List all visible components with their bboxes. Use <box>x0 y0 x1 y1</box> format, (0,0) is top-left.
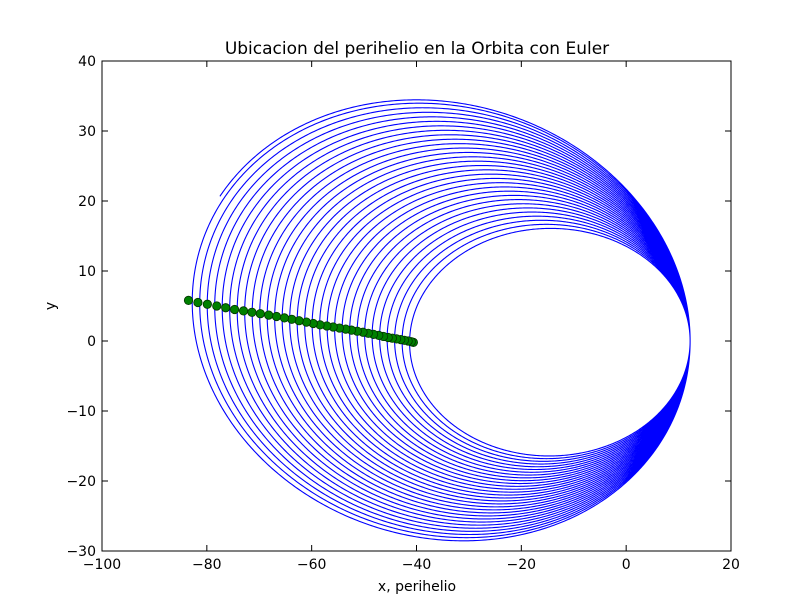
perihelion-point <box>202 299 212 309</box>
perihelion-point <box>264 310 274 320</box>
y-tick-label: −20 <box>66 474 96 490</box>
x-tick-label: −80 <box>192 557 222 573</box>
y-tick-label: 0 <box>87 334 96 350</box>
x-tick-label: 0 <box>622 557 631 573</box>
x-tick-label: 20 <box>722 557 740 573</box>
perihelion-point <box>193 297 203 308</box>
x-tick-label: −100 <box>83 557 121 573</box>
perihelion-markers <box>183 295 418 347</box>
y-tick-label: −30 <box>66 544 96 560</box>
perihelion-point <box>230 304 240 315</box>
x-tick-label: −60 <box>297 557 327 573</box>
perihelion-point <box>212 301 222 311</box>
x-axis: −100 −80 −60 −40 −20 0 20 <box>83 61 740 573</box>
y-tick-label: −10 <box>66 404 96 420</box>
y-axis: −30 −20 −10 0 10 20 30 40 <box>66 54 731 560</box>
perihelion-point <box>221 303 231 313</box>
perihelion-point <box>294 316 304 326</box>
perihelion-point <box>271 311 282 322</box>
perihelion-point <box>247 307 257 317</box>
perihelion-point <box>279 313 290 323</box>
y-tick-label: 30 <box>78 124 96 140</box>
plot-area <box>101 60 732 552</box>
y-tick-label: 40 <box>78 54 96 70</box>
perihelion-point <box>238 306 249 316</box>
perihelion-point <box>255 309 265 319</box>
y-tick-label: 10 <box>78 264 96 280</box>
chart-title: Ubicacion del perihelio en la Orbita con… <box>225 39 609 59</box>
perihelion-point <box>301 317 312 327</box>
x-axis-label: x, perihelio <box>378 579 456 595</box>
y-axis-label: y <box>43 302 59 310</box>
perihelion-point <box>183 295 194 305</box>
orbit-line <box>191 99 691 542</box>
y-tick-label: 20 <box>78 194 96 210</box>
x-tick-label: −20 <box>507 557 537 573</box>
x-tick-label: −40 <box>402 557 432 573</box>
perihelion-point <box>287 314 297 324</box>
